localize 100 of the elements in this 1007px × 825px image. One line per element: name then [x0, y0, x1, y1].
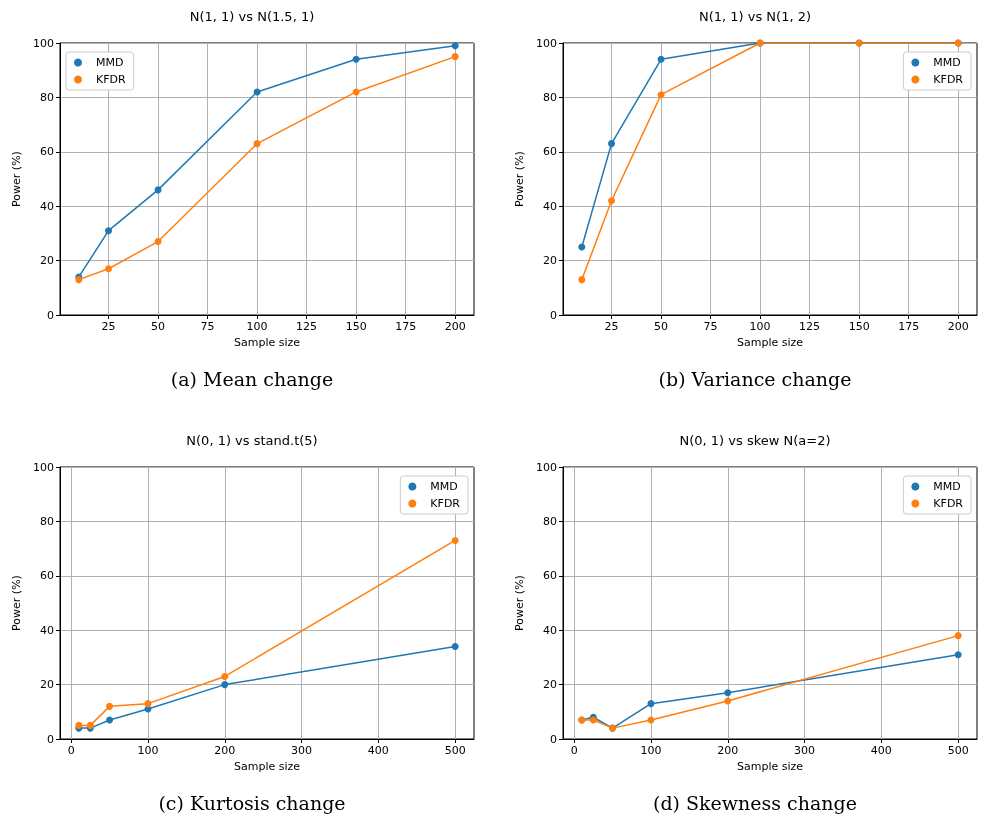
text: (c) Kurtosis change [157, 792, 347, 814]
x-axis-title: Sample size [233, 760, 301, 773]
x-tick-label: 200 [717, 744, 739, 757]
x-axis-title: Sample size [736, 760, 804, 773]
y-tick-label: 0 [550, 308, 557, 322]
point [144, 700, 152, 708]
text: (a) Mean change [169, 368, 335, 390]
x-tick-label: 400 [870, 744, 892, 757]
y-tick-label: 60 [543, 145, 557, 159]
y-tick-label: 40 [543, 623, 557, 637]
text: (b) Variance change [657, 368, 853, 390]
point [352, 55, 360, 63]
legend-label: KFDR [430, 497, 461, 510]
y-tick-label: 100 [33, 36, 54, 50]
x-tick-label: 200 [214, 744, 236, 757]
y-tick-label: 0 [47, 308, 54, 322]
point [105, 227, 113, 235]
point [608, 140, 616, 148]
x-tick-label: 150 [848, 320, 870, 333]
legend-label: KFDR [933, 73, 964, 86]
point [221, 681, 229, 689]
y-tick-label: 80 [543, 90, 557, 104]
x-tick-label: 25 [604, 320, 619, 333]
x-tick-label: 150 [345, 320, 367, 333]
x-tick-label: 50 [654, 320, 669, 333]
point [451, 643, 459, 651]
y-tick-label: 100 [536, 460, 557, 474]
point [105, 265, 113, 273]
text: (d) Skewness change [652, 792, 858, 814]
y-tick-label: 40 [40, 623, 54, 637]
y-tick-label: 20 [543, 678, 557, 692]
x-tick-label: 400 [367, 744, 389, 757]
y-tick-label: 20 [40, 678, 54, 692]
point [724, 689, 732, 697]
x-tick-label: 50 [151, 320, 166, 333]
y-axis-title: Power (%) [513, 575, 526, 631]
point [451, 42, 459, 50]
point [608, 197, 616, 205]
x-tick-label: 100 [749, 320, 771, 333]
point [954, 632, 962, 640]
legend-label: KFDR [933, 497, 964, 510]
x-tick-label: 125 [296, 320, 318, 333]
point [954, 651, 962, 659]
x-tick-label: 75 [703, 320, 718, 333]
x-tick-label: 175 [898, 320, 920, 333]
y-tick-label: 60 [40, 145, 54, 159]
point [106, 702, 114, 710]
y-tick-label: 100 [33, 460, 54, 474]
y-tick-label: 20 [40, 254, 54, 268]
chart-title: N(0, 1) vs skew N(a=2) [679, 433, 831, 448]
point [657, 55, 665, 63]
point [578, 243, 586, 251]
y-tick-label: 0 [47, 732, 54, 746]
x-tick-label: 100 [137, 744, 159, 757]
point [647, 700, 655, 708]
y-tick-label: 80 [543, 514, 557, 528]
y-tick-label: 100 [536, 36, 557, 50]
x-tick-label: 25 [101, 320, 116, 333]
y-tick-label: 60 [40, 569, 54, 583]
y-axis-title: Power (%) [10, 151, 23, 207]
x-tick-label: 200 [444, 320, 466, 333]
x-tick-label: 0 [67, 744, 75, 757]
point [253, 140, 261, 148]
x-axis-title: Sample size [736, 336, 804, 349]
legend-label: MMD [933, 56, 961, 69]
y-tick-label: 80 [40, 514, 54, 528]
y-tick-label: 20 [543, 254, 557, 268]
x-tick-label: 100 [246, 320, 268, 333]
x-tick-label: 500 [947, 744, 969, 757]
legend-label: MMD [933, 480, 961, 493]
y-tick-label: 60 [543, 569, 557, 583]
x-tick-label: 500 [444, 744, 466, 757]
x-axis-title: Sample size [233, 336, 301, 349]
x-tick-label: 175 [395, 320, 417, 333]
y-tick-label: 0 [550, 732, 557, 746]
y-tick-label: 40 [40, 199, 54, 213]
point [154, 238, 162, 246]
legend-label: MMD [96, 56, 124, 69]
point [451, 53, 459, 61]
x-tick-label: 300 [794, 744, 816, 757]
y-axis-title: Power (%) [10, 575, 23, 631]
x-tick-label: 0 [570, 744, 578, 757]
chart-title: N(1, 1) vs N(1, 2) [698, 9, 812, 24]
y-tick-label: 40 [543, 199, 557, 213]
x-tick-label: 125 [799, 320, 821, 333]
point [221, 672, 229, 680]
x-tick-label: 200 [947, 320, 969, 333]
legend-label: KFDR [96, 73, 127, 86]
legend-label: MMD [430, 480, 458, 493]
chart-title: N(0, 1) vs stand.t(5) [186, 433, 318, 448]
point [724, 697, 732, 705]
point [578, 276, 586, 284]
chart-title: N(1, 1) vs N(1.5, 1) [189, 9, 315, 24]
x-tick-label: 100 [640, 744, 662, 757]
x-tick-label: 300 [291, 744, 313, 757]
point [106, 716, 114, 724]
y-axis-title: Power (%) [513, 151, 526, 207]
point [657, 91, 665, 99]
y-tick-label: 80 [40, 90, 54, 104]
point [451, 536, 459, 544]
